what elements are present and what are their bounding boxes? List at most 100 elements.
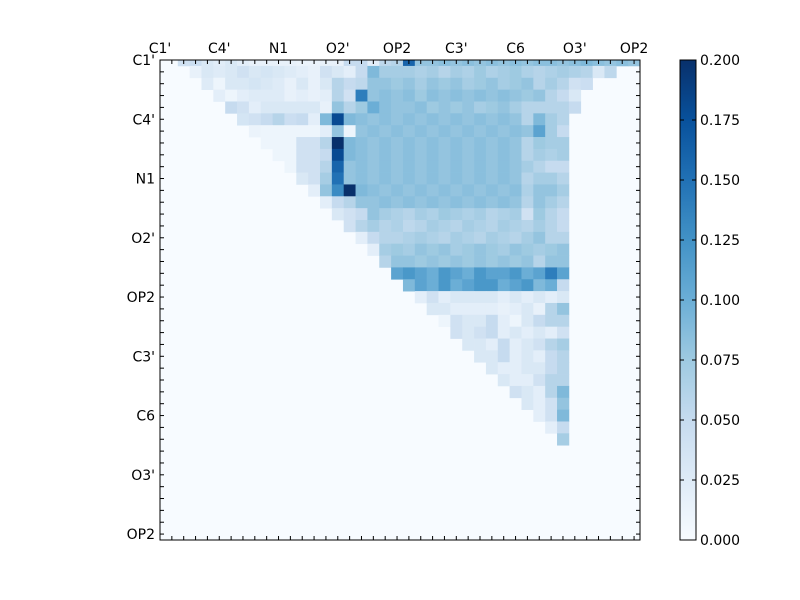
heatmap-cell (450, 172, 463, 185)
heatmap-cell (545, 77, 558, 90)
colorbar-tick-label: 0.200 (700, 53, 740, 69)
heatmap-cell (462, 243, 475, 256)
heatmap-cell (355, 184, 368, 197)
heatmap-cell (485, 184, 499, 197)
heatmap-cell (462, 220, 475, 233)
heatmap-cell (545, 255, 558, 268)
heatmap-cell (402, 184, 416, 197)
colorbar-tick-label: 0.125 (700, 233, 740, 249)
heatmap-cell (474, 231, 487, 245)
heatmap-cell (509, 196, 522, 209)
heatmap-cell (497, 326, 510, 339)
heatmap-cell (426, 172, 439, 185)
heatmap-cell (533, 113, 546, 126)
heatmap-cell (485, 65, 499, 79)
heatmap-cell (533, 196, 546, 209)
heatmap-cell (533, 350, 546, 363)
heatmap-cell (557, 302, 570, 316)
heatmap-cell (533, 267, 546, 280)
heatmap-cell (557, 101, 570, 114)
heatmap-cell (402, 267, 416, 280)
heatmap-cell (450, 208, 463, 221)
heatmap-cell (450, 255, 463, 268)
heatmap-cell (557, 208, 570, 221)
heatmap-cell (545, 374, 558, 387)
heatmap-cell (557, 374, 570, 387)
heatmap-cell (485, 172, 499, 185)
heatmap-cell (509, 231, 522, 245)
heatmap-cell (343, 65, 356, 79)
heatmap-cell (533, 148, 546, 162)
heatmap-cell (474, 302, 487, 316)
heatmap-cell (533, 101, 546, 114)
heatmap-cell (402, 77, 416, 90)
heatmap-cell (438, 220, 451, 233)
heatmap-cell (557, 184, 570, 197)
heatmap-cell (331, 160, 345, 173)
x-tick-label: OP2 (383, 41, 411, 57)
heatmap-cell (367, 160, 380, 173)
heatmap-cell (497, 362, 510, 375)
heatmap-cell (426, 302, 439, 316)
heatmap-cell (545, 125, 558, 138)
heatmap-cell (521, 196, 534, 209)
heatmap-cell (414, 184, 428, 197)
heatmap-cell (225, 101, 238, 114)
heatmap-cell (355, 231, 368, 245)
colorbar-tick-label: 0.050 (700, 413, 740, 429)
heatmap-cell (379, 243, 392, 256)
heatmap-cell (438, 279, 451, 292)
heatmap-cell (497, 113, 510, 126)
heatmap-cell (533, 362, 546, 375)
heatmap-cell (367, 113, 380, 126)
heatmap-cell (414, 279, 428, 292)
heatmap-cell (474, 160, 487, 173)
heatmap-cell (533, 77, 546, 90)
heatmap-cell (474, 196, 487, 209)
heatmap-cell (474, 137, 487, 150)
colorbar-tick-label: 0.175 (700, 113, 740, 129)
heatmap-cell (248, 89, 262, 102)
heatmap-cell (521, 338, 534, 351)
heatmap-cell (509, 302, 522, 316)
heatmap-cell (343, 172, 356, 185)
heatmap-cell (450, 279, 463, 292)
heatmap-cell (485, 302, 499, 316)
heatmap-cell (450, 220, 463, 233)
heatmap-cell (284, 89, 297, 102)
heatmap-cell (521, 125, 534, 138)
heatmap-cell (462, 89, 475, 102)
heatmap-cell (260, 65, 273, 79)
heatmap-cell (533, 160, 546, 173)
heatmap-cell (521, 326, 534, 339)
heatmap-cell (462, 160, 475, 173)
heatmap-cell (497, 65, 510, 79)
heatmap-cell (521, 160, 534, 173)
heatmap-cell (462, 113, 475, 126)
heatmap-cell (355, 125, 368, 138)
heatmap-cell (545, 148, 558, 162)
heatmap-cell (331, 196, 345, 209)
heatmap-cell (474, 89, 487, 102)
heatmap-cell (438, 77, 451, 90)
heatmap-cell (557, 421, 570, 434)
heatmap-cell (509, 350, 522, 363)
heatmap-cell (355, 113, 368, 126)
heatmap-cell (521, 220, 534, 233)
heatmap-cell (248, 77, 262, 90)
y-tick-label: C1' (132, 53, 155, 69)
heatmap-cell (414, 267, 428, 280)
heatmap-cell (497, 101, 510, 114)
heatmap-cell (284, 137, 297, 150)
heatmap-cell (462, 196, 475, 209)
heatmap-cell (545, 267, 558, 280)
heatmap-cell (509, 362, 522, 375)
heatmap-cell (296, 148, 309, 162)
heatmap-cell (509, 137, 522, 150)
heatmap-cell (580, 77, 593, 90)
heatmap-cell (237, 77, 250, 90)
heatmap-cell (438, 101, 451, 114)
heatmap-cell (308, 137, 321, 150)
heatmap-cell (426, 113, 439, 126)
x-tick-label: OP2 (620, 41, 648, 57)
